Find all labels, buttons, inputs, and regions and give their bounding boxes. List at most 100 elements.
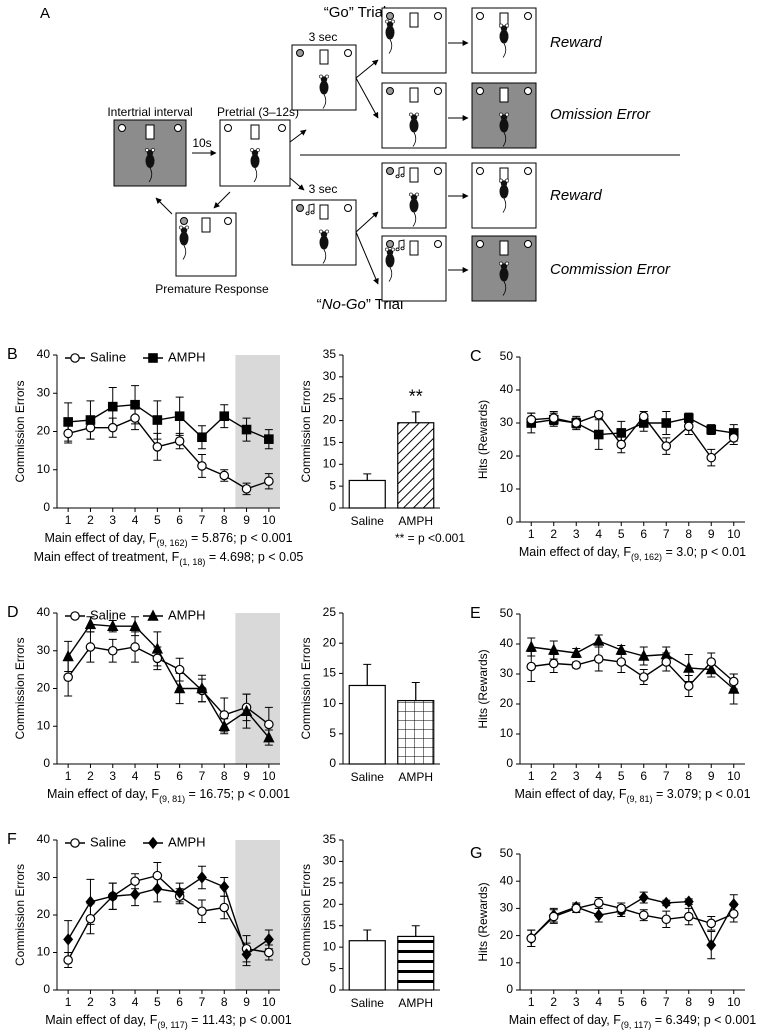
mouse-ear (415, 112, 419, 117)
data-point (570, 646, 582, 658)
data-point (84, 617, 97, 630)
data-point (130, 413, 140, 423)
caption-text: = 3.079; p < 0.01 (653, 787, 751, 801)
data-point (661, 657, 672, 667)
mouse-tail (502, 132, 507, 147)
y-axis-label: Hits (Rewards) (476, 649, 490, 728)
data-point (706, 657, 717, 667)
panel-label: F (7, 831, 17, 848)
series-line (68, 404, 270, 440)
y-tick-label: 30 (37, 643, 51, 657)
y-tick-label: 50 (500, 846, 514, 860)
data-point (548, 658, 559, 669)
nose-poke (434, 240, 442, 248)
data-point (174, 886, 185, 899)
data-point (616, 428, 627, 438)
data-point (638, 910, 649, 920)
x-tick-label: AMPH (398, 770, 433, 784)
data-point (638, 891, 649, 904)
data-point (683, 413, 694, 423)
data-point (130, 876, 140, 887)
x-tick-label: 3 (573, 769, 580, 783)
caption-text: Main effect of day, F (45, 1013, 157, 1027)
legend-marker (70, 838, 80, 848)
caption-text: Main effect of day, F (44, 531, 156, 545)
y-tick-label: 30 (37, 870, 51, 884)
y-tick-label: 50 (500, 606, 514, 620)
mouse-body (319, 235, 329, 250)
data-point (240, 704, 253, 716)
legend-marker (70, 353, 80, 363)
data-point (263, 933, 274, 946)
nose-poke (386, 240, 394, 248)
mouse-body (319, 80, 329, 95)
x-tick-label: 7 (199, 513, 206, 527)
caption-text: = 3.0; p < 0.01 (662, 545, 746, 559)
data-point (63, 428, 73, 439)
mouse-body (409, 198, 419, 213)
y-axis-label: Commission Errors (13, 864, 27, 966)
data-point (728, 676, 739, 687)
x-tick-label: 10 (262, 769, 276, 783)
data-point (152, 415, 163, 425)
y-axis-label: Hits (Rewards) (476, 400, 490, 479)
mouse-ear (185, 225, 189, 230)
caption-subscript: (9, 117) (157, 1020, 187, 1030)
mouse-ear (385, 19, 389, 24)
series-line (530, 896, 735, 947)
data-point (548, 643, 560, 655)
caption-text: = 6.349; p < 0.001 (651, 1013, 756, 1027)
outcome-label: Reward (550, 187, 602, 204)
x-tick-label: 6 (640, 527, 647, 541)
x-tick-label: 7 (663, 995, 670, 1009)
x-tick-label: 9 (243, 995, 250, 1009)
data-point (241, 424, 252, 435)
series-line (67, 646, 270, 725)
y-tick-label: 40 (500, 636, 514, 650)
series-line (67, 876, 270, 956)
mouse-tail (388, 39, 393, 54)
x-tick-label: 3 (109, 769, 116, 783)
data-point (152, 882, 163, 895)
x-tick-label: 8 (685, 995, 692, 1009)
footnote: ** = p <0.001 (395, 531, 465, 545)
y-tick-label: 0 (329, 756, 336, 770)
data-point (706, 452, 717, 463)
tone-icon (395, 166, 405, 179)
nogo-trial-label: “No-Go” Trial (317, 296, 404, 313)
series-line (67, 623, 270, 739)
data-point (593, 409, 604, 420)
x-tick-label: 8 (221, 513, 228, 527)
mouse-head (386, 249, 394, 256)
shaded-region (235, 840, 280, 990)
data-point (661, 418, 672, 428)
y-axis-label: Hits (Rewards) (476, 882, 490, 961)
mouse-tail (502, 198, 507, 213)
data-point (728, 433, 739, 443)
bar (397, 935, 435, 991)
nose-poke (524, 87, 532, 95)
x-tick-label: 3 (109, 513, 116, 527)
y-tick-label: 20 (500, 928, 514, 942)
series-line (531, 413, 735, 459)
data-point (264, 947, 274, 958)
panel-label: D (7, 604, 19, 621)
quote: “ (317, 296, 322, 313)
outcome-label: Commission Error (550, 261, 671, 278)
x-tick-label: 8 (685, 769, 692, 783)
y-tick-label: 20 (37, 424, 51, 438)
data-point (107, 401, 118, 412)
series-line (67, 874, 269, 961)
data-point (62, 649, 74, 662)
lever (319, 49, 329, 65)
x-tick-label: 3 (573, 527, 580, 541)
panel-label: E (470, 605, 481, 622)
mouse-tail (148, 167, 153, 183)
y-tick-label: 5 (329, 961, 336, 975)
nose-poke (434, 87, 442, 95)
x-tick-label: 5 (618, 527, 625, 541)
x-tick-label: 4 (132, 769, 139, 783)
data-point (661, 896, 672, 910)
y-tick-label: 10 (500, 955, 514, 969)
